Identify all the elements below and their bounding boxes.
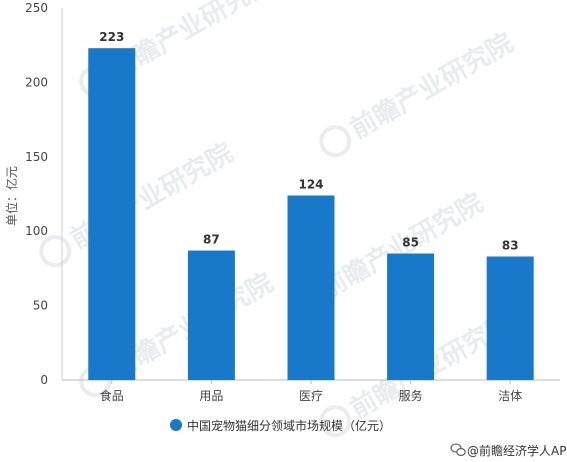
data-label: 124 xyxy=(298,177,323,191)
x-tick-label: 洁体 xyxy=(498,389,522,403)
bars-group xyxy=(88,48,534,384)
data-label: 87 xyxy=(203,233,220,247)
bar xyxy=(287,195,335,380)
y-tick-labels: 0 50 100 150 200 250 xyxy=(25,1,48,387)
bar xyxy=(387,253,435,380)
y-tick-label: 100 xyxy=(25,224,48,238)
y-tick-label: 150 xyxy=(25,150,48,164)
source-credit: @前瞻经济学人APP xyxy=(450,443,567,458)
bar xyxy=(486,256,534,380)
legend: 中国宠物猫细分领域市场规模（亿元） xyxy=(170,418,391,433)
x-tick-label: 食品 xyxy=(100,388,124,403)
data-label: 223 xyxy=(99,30,124,44)
watermark-logo xyxy=(319,405,352,438)
data-label: 85 xyxy=(402,236,419,250)
y-tick-label: 250 xyxy=(25,1,48,15)
legend-label: 中国宠物猫细分领域市场规模（亿元） xyxy=(187,418,391,433)
wechat-icon xyxy=(450,443,466,456)
bar xyxy=(187,250,235,380)
watermark-text: 前瞻产业研究院 xyxy=(345,27,518,145)
y-tick-label: 50 xyxy=(33,299,48,313)
category-labels-group: 食品 用品 医疗 服务 洁体 xyxy=(100,388,522,403)
y-tick-label: 0 xyxy=(40,373,48,387)
source-label: @前瞻经济学人APP xyxy=(467,443,567,458)
y-axis-label: 单位：亿元 xyxy=(4,166,19,226)
x-tick-label: 用品 xyxy=(199,389,223,403)
x-tick-label: 服务 xyxy=(399,388,423,403)
data-labels-group: 223 87 124 85 83 xyxy=(99,30,518,252)
y-tick-label: 200 xyxy=(25,75,48,89)
data-label: 83 xyxy=(502,238,519,252)
x-tick-label: 医疗 xyxy=(299,389,323,403)
legend-marker xyxy=(170,419,182,431)
bar xyxy=(88,48,136,381)
watermark: 前瞻产业研究院 xyxy=(319,27,518,158)
watermark-logo xyxy=(319,125,352,158)
